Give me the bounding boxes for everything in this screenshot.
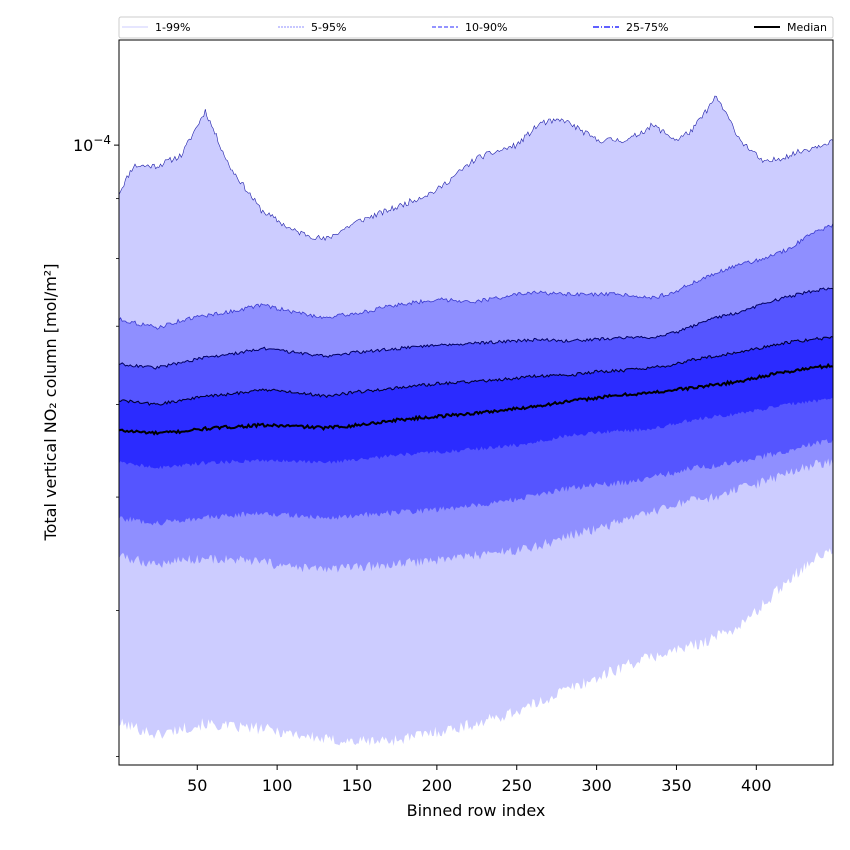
y-axis-label: Total vertical NO₂ column [mol/m²] bbox=[41, 264, 60, 542]
x-tick-label-150: 150 bbox=[342, 776, 373, 795]
legend-box bbox=[118, 16, 834, 39]
x-tick-label-50: 50 bbox=[187, 776, 207, 795]
band-1-99-upper-edge bbox=[119, 95, 833, 241]
median-line bbox=[119, 362, 833, 436]
plot-frame bbox=[118, 39, 834, 766]
band-25-75-area bbox=[119, 336, 833, 470]
legend-label-3: 25-75% bbox=[626, 21, 668, 34]
legend-label-4: Median bbox=[787, 21, 827, 34]
legend-label-1: 5-95% bbox=[311, 21, 346, 34]
x-tick-label-250: 250 bbox=[501, 776, 532, 795]
band-10-90-upper-edge bbox=[119, 287, 833, 370]
legend: 1-99% 5-95% 10-90% 25-75% Median bbox=[118, 16, 834, 39]
legend-label-0: 1-99% bbox=[155, 21, 190, 34]
band-5-95-upper-edge bbox=[119, 223, 833, 330]
x-tick-label-350: 350 bbox=[661, 776, 692, 795]
legend-label-2: 10-90% bbox=[465, 21, 507, 34]
x-tick-label-400: 400 bbox=[741, 776, 772, 795]
x-tick-label-200: 200 bbox=[422, 776, 453, 795]
x-axis-label: Binned row index bbox=[407, 801, 546, 820]
y-major-tick-label: 10−4 bbox=[73, 133, 111, 155]
x-tick-label-100: 100 bbox=[262, 776, 293, 795]
band-25-75-upper-edge bbox=[119, 335, 833, 407]
x-tick-label-300: 300 bbox=[581, 776, 612, 795]
